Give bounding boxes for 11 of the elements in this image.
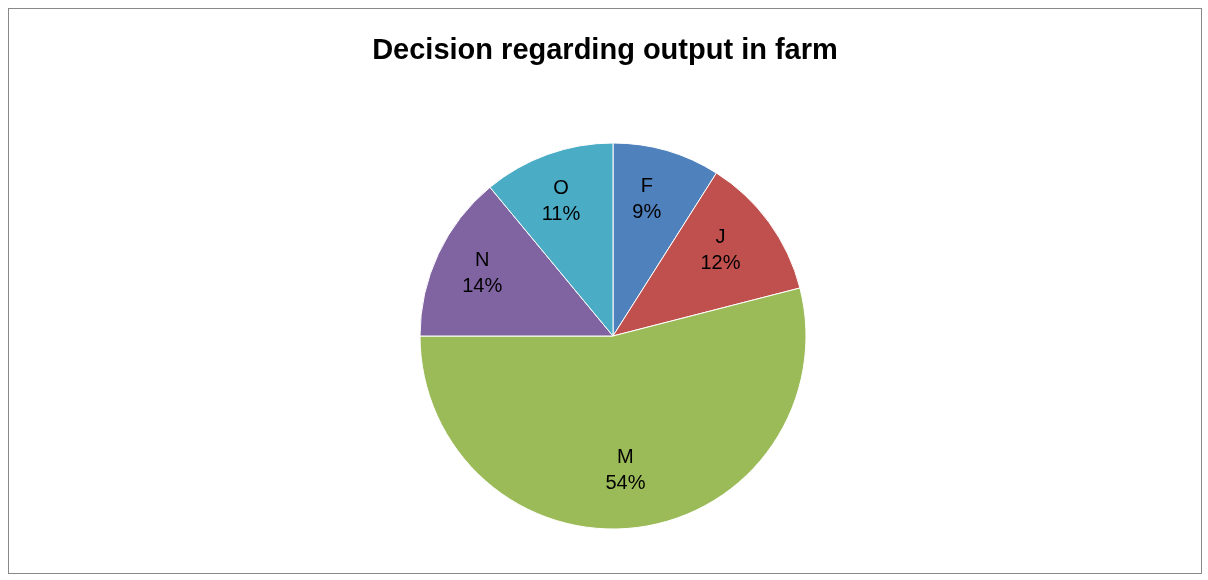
- slice-label: M: [617, 444, 634, 467]
- data-label: 14%: [462, 273, 503, 296]
- slice-label: O: [553, 176, 569, 199]
- data-label: 11%: [541, 202, 581, 225]
- data-label: 12%: [700, 251, 741, 274]
- chart-title: Decision regarding output in farm: [371, 33, 839, 66]
- slice-label: N: [475, 247, 490, 270]
- slice-label: F: [640, 173, 653, 196]
- data-label: 9%: [632, 199, 662, 222]
- data-label: 54%: [605, 470, 646, 493]
- slice-label: J: [715, 225, 726, 248]
